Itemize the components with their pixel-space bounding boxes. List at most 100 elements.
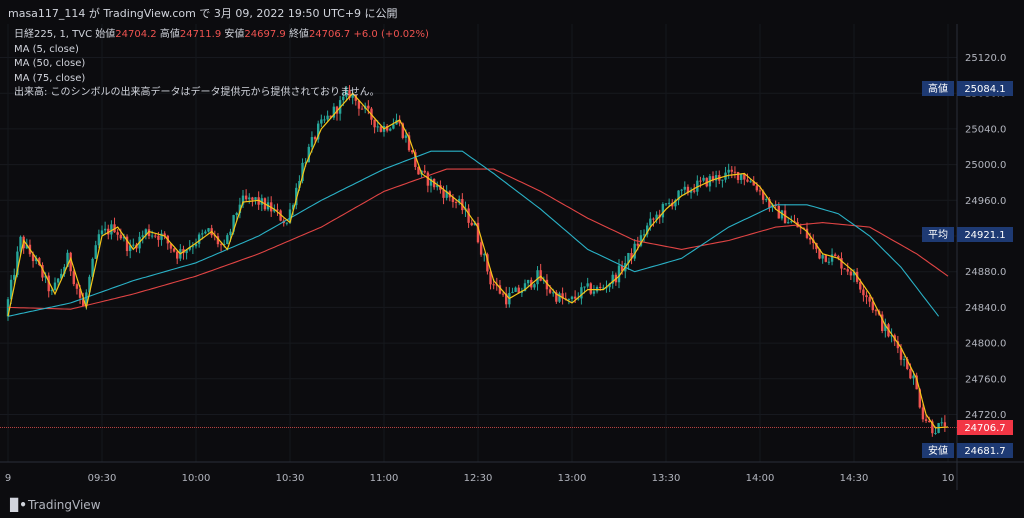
candle-body	[630, 253, 633, 259]
candle-body	[821, 255, 824, 259]
candle-body	[85, 292, 88, 306]
candle-body	[827, 261, 831, 263]
last-tag-value: 24706.7	[964, 423, 1005, 434]
close-value: 24706.7	[308, 29, 351, 40]
candle-body	[655, 214, 658, 220]
tradingview-logo-text: TradingView	[28, 498, 101, 512]
symbol-label[interactable]: 日経225, 1, TVC	[14, 29, 93, 40]
candle-body	[82, 297, 85, 306]
candle-body	[714, 175, 718, 181]
candle-body	[727, 169, 730, 173]
candle-body	[696, 180, 699, 192]
candle-body	[248, 197, 251, 200]
x-tick-label: 13:30	[652, 473, 681, 484]
candle-body	[141, 235, 144, 237]
candle-body	[38, 258, 41, 266]
candle-body	[896, 341, 900, 349]
candle-body	[254, 197, 257, 200]
candle-body	[60, 273, 63, 279]
time-axis[interactable]: 9 09:30 10:00 10:30 11:00 12:30 13:00 13:30 14:0…	[5, 473, 955, 484]
candle-body	[9, 279, 13, 300]
ma5-legend[interactable]: MA (5, close)	[14, 43, 79, 55]
candle-body	[790, 221, 793, 223]
candle-body	[288, 209, 292, 223]
tradingview-logo[interactable]: ▉•TradingView	[10, 498, 101, 512]
candle-body	[765, 199, 768, 201]
ma5-line	[7, 92, 949, 429]
candle-body	[733, 171, 737, 173]
candle-body	[385, 125, 389, 131]
candle-body	[238, 204, 242, 214]
candle-body	[436, 185, 439, 188]
last-price-tag: 24706.7	[957, 420, 1013, 435]
candle-body	[235, 213, 238, 216]
candle-body	[846, 269, 849, 272]
candle-body	[94, 245, 97, 259]
candle-body	[890, 335, 893, 337]
candle-body	[426, 172, 430, 186]
candle-body	[702, 177, 705, 181]
candle-body	[492, 284, 495, 286]
candle-body	[16, 251, 19, 275]
candle-body	[689, 190, 693, 193]
candle-body	[429, 178, 433, 186]
ma75-line	[7, 168, 949, 310]
candle-body	[25, 244, 28, 249]
candle-body	[78, 288, 82, 298]
candle-body	[326, 115, 329, 120]
candle-body	[451, 197, 455, 202]
candle-body	[570, 296, 574, 300]
candle-body	[761, 191, 765, 200]
candle-body	[122, 236, 126, 239]
candle-body	[489, 271, 492, 285]
candle-body	[285, 222, 289, 224]
candle-body	[677, 190, 680, 201]
candle-body	[360, 108, 364, 110]
candle-body	[476, 222, 480, 243]
candle-body	[561, 293, 564, 299]
candle-body	[226, 235, 229, 245]
candle-body	[63, 266, 66, 274]
candle-body	[116, 232, 119, 235]
candle-body	[608, 283, 611, 288]
candle-body	[567, 299, 571, 301]
ma50-legend[interactable]: MA (50, close)	[14, 58, 86, 69]
y-tick-label: 25040.0	[965, 124, 1006, 135]
ohlc-row: 日経225, 1, TVC 始値24704.2 高値24711.9 安値2469…	[14, 28, 429, 43]
candle-body	[862, 289, 865, 296]
candle-body	[667, 202, 671, 204]
candle-body	[943, 422, 947, 427]
candle-body	[244, 195, 248, 200]
chart-grid	[0, 24, 957, 462]
candle-body	[680, 189, 683, 191]
average-price-tag: 平均 24921.1	[922, 227, 1013, 242]
candle-body	[257, 197, 260, 205]
candle-body	[664, 203, 668, 205]
candle-body	[144, 229, 148, 236]
y-tick-label: 24720.0	[965, 410, 1006, 421]
candle-body	[902, 359, 906, 361]
candle-body	[414, 152, 417, 167]
candle-body	[536, 270, 539, 285]
candle-body	[176, 251, 179, 259]
high-value: 24711.9	[179, 29, 222, 40]
candle-body	[19, 236, 22, 252]
chart-legend: 日経225, 1, TVC 始値24704.2 高値24711.9 安値2469…	[14, 28, 429, 101]
y-tick-label: 25000.0	[965, 160, 1006, 171]
candle-body	[899, 348, 903, 360]
change-value: +6.0 (+0.02%)	[353, 29, 429, 40]
candle-body	[357, 100, 361, 109]
candle-body	[849, 271, 853, 276]
y-tick-label: 24800.0	[965, 339, 1006, 350]
candle-body	[577, 298, 580, 300]
candle-body	[501, 293, 505, 295]
candle-body	[721, 179, 724, 181]
candle-body	[586, 283, 589, 287]
candle-body	[276, 209, 279, 211]
ma75-legend[interactable]: MA (75, close)	[14, 72, 86, 84]
price-chart[interactable]: 25120.025080.025040.025000.024960.024920…	[0, 0, 1024, 490]
candle-body	[868, 297, 871, 302]
candle-body	[940, 422, 943, 424]
candle-body	[558, 293, 561, 302]
candle-body	[602, 287, 605, 289]
